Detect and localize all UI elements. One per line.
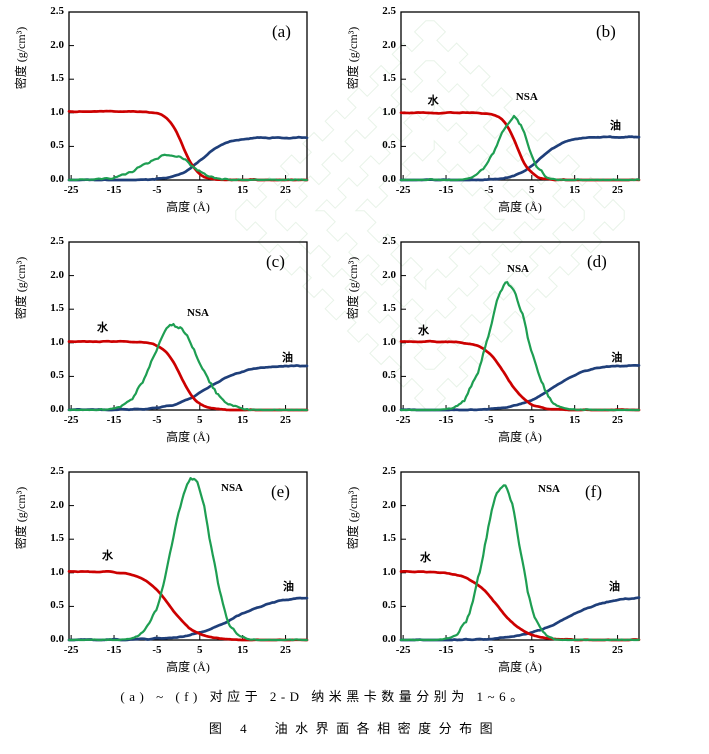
- svg-text:油: 油: [282, 350, 293, 364]
- svg-text:油: 油: [283, 579, 294, 593]
- svg-text:水: 水: [428, 93, 440, 107]
- svg-text:水: 水: [102, 548, 114, 562]
- svg-text:水: 水: [97, 320, 109, 334]
- svg-text:(c): (c): [266, 252, 285, 271]
- svg-text:(f): (f): [585, 482, 602, 501]
- svg-text:油: 油: [609, 579, 620, 593]
- svg-text:NSA: NSA: [187, 307, 209, 319]
- svg-text:NSA: NSA: [538, 483, 560, 495]
- svg-text:水: 水: [418, 323, 430, 337]
- svg-text:(e): (e): [271, 482, 290, 501]
- svg-text:(a): (a): [272, 22, 291, 41]
- svg-text:NSA: NSA: [507, 263, 529, 275]
- svg-text:水: 水: [420, 550, 432, 564]
- svg-text:(b): (b): [596, 22, 616, 41]
- svg-text:油: 油: [611, 350, 622, 364]
- svg-text:NSA: NSA: [516, 91, 538, 103]
- svg-text:油: 油: [610, 118, 621, 132]
- svg-text:(d): (d): [587, 252, 607, 271]
- svg-text:NSA: NSA: [221, 482, 243, 494]
